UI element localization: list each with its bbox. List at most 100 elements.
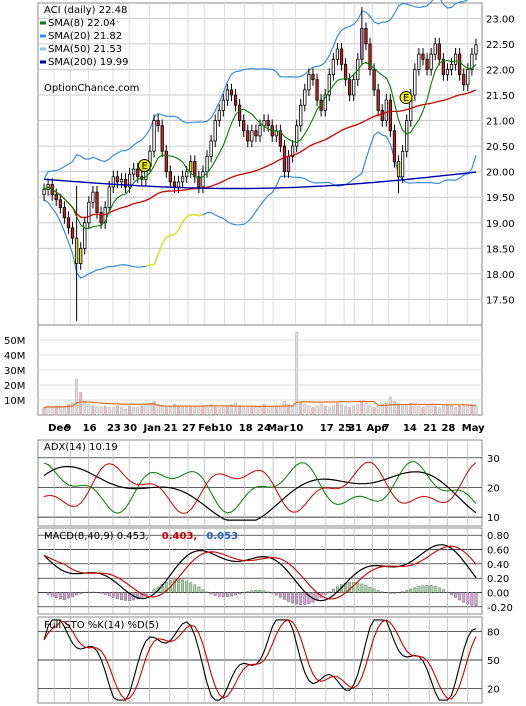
volume-bar	[71, 402, 74, 416]
volume-bar	[107, 407, 111, 416]
volume-bar	[62, 405, 66, 416]
volume-bar	[295, 332, 299, 416]
macd-signal-value: 0.403,	[162, 531, 197, 542]
volume-bar	[128, 405, 132, 416]
macd-hist-bar	[348, 582, 352, 593]
x-tick-label: 30	[123, 423, 137, 434]
macd-hist-bar	[250, 590, 254, 593]
x-tick-label: 24	[257, 423, 271, 434]
volume-bar	[83, 401, 87, 416]
macd-hist-bar	[458, 592, 462, 601]
macd-hist-bar	[283, 592, 286, 600]
macd-hist-bar	[368, 586, 372, 593]
stochastic-k-line	[43, 619, 477, 701]
candle-body	[388, 99, 393, 132]
volume-bar	[405, 404, 409, 416]
sma8-line	[43, 59, 477, 230]
volume-tick-label: 20M	[4, 381, 25, 392]
x-tick-label: 31	[348, 423, 362, 434]
macd-hist-bar	[91, 591, 95, 593]
bollinger-upper	[43, 0, 469, 180]
volume-bar	[397, 404, 400, 416]
candle-body	[58, 199, 62, 208]
candle-body	[193, 161, 197, 178]
volume-bar	[67, 404, 70, 416]
x-tick-label: Mar	[267, 423, 289, 434]
volume-bar	[230, 404, 233, 416]
macd-hist-bar	[401, 591, 405, 593]
volume-bar	[331, 405, 335, 416]
macd-hist-bar	[238, 592, 242, 595]
sma50-line	[43, 89, 477, 219]
price-grid	[38, 3, 482, 325]
candle-body	[307, 74, 311, 91]
macd-line	[43, 544, 477, 602]
macd-hist-bar	[124, 592, 127, 601]
candle-body	[327, 74, 331, 96]
moving-averages	[43, 59, 477, 230]
candle-body	[290, 145, 295, 157]
macd-hist-bar	[46, 592, 50, 595]
candle-body	[315, 79, 319, 101]
macd-hist-bar	[388, 592, 392, 594]
candle-body	[180, 176, 185, 183]
volume-bar	[401, 405, 405, 416]
macd-hist-bar	[136, 592, 140, 600]
volume-tick-label: 30M	[4, 366, 25, 377]
macd-hist-bar	[201, 589, 205, 593]
adx-frame	[37, 439, 483, 527]
price-tick-label: 22.00	[486, 65, 515, 76]
volume-bar	[132, 407, 136, 416]
macd-hist-bar	[429, 585, 433, 593]
candle-body	[323, 94, 327, 111]
volume-bar	[425, 405, 429, 416]
volume-bar	[111, 407, 115, 416]
stochastic-title: Full STO %K(14) %D(5)	[44, 620, 159, 631]
candle-body	[91, 191, 95, 203]
volume-bar	[136, 407, 140, 416]
candle-body	[282, 145, 287, 173]
volume-ma-line	[43, 400, 477, 409]
macd-hist-bar	[58, 592, 62, 600]
x-tick-label: 27	[182, 423, 196, 434]
volume-bar	[429, 404, 433, 416]
x-tick-label: 21	[164, 423, 178, 434]
macd-hist-bar	[230, 592, 233, 597]
price-legend: ACI (daily) 22.48 SMA(8) 22.04 SMA(20) 21…	[40, 5, 139, 94]
legend-entry: SMA(200) 19.99	[48, 57, 129, 68]
volume-bar	[384, 402, 388, 416]
macd-hist-bar	[160, 584, 164, 593]
macd-hist-bar	[177, 579, 180, 593]
earnings-marker-label: E	[141, 161, 147, 172]
volume-bar	[217, 407, 221, 416]
volume-bar	[262, 404, 266, 416]
price-tick-label: 19.50	[486, 193, 515, 204]
volume-bar	[250, 405, 254, 416]
volume-bar	[348, 407, 352, 416]
volume-bar	[474, 405, 478, 416]
macd-hist-bar	[99, 592, 103, 594]
candle-body	[258, 125, 262, 137]
volume-bar	[177, 405, 180, 416]
volume-bar	[327, 407, 331, 416]
volume-bar	[156, 404, 160, 416]
volume-bar	[307, 405, 311, 416]
earnings-marker	[399, 91, 413, 105]
volume-bar	[450, 405, 453, 416]
macd-hist-bar	[372, 588, 376, 593]
macd-hist-bar	[128, 592, 132, 601]
macd-hist-bar	[270, 592, 274, 594]
macd-hist-bar	[303, 592, 307, 605]
candle-body	[384, 99, 388, 121]
volume-bar	[193, 407, 197, 416]
volume-bar	[50, 407, 54, 416]
macd-hist-bar	[454, 592, 458, 598]
stochastic-panel: 80 50 20 Full STO %K(14) %D(5)	[37, 616, 500, 704]
macd-hist-bar	[466, 592, 470, 605]
price-tick-label: 18.50	[486, 244, 515, 255]
x-tick-label: 17	[320, 423, 334, 434]
volume-bar	[185, 407, 189, 416]
panel-tick-label: 0.20	[487, 574, 509, 585]
x-tick-label: Dec	[48, 423, 69, 434]
